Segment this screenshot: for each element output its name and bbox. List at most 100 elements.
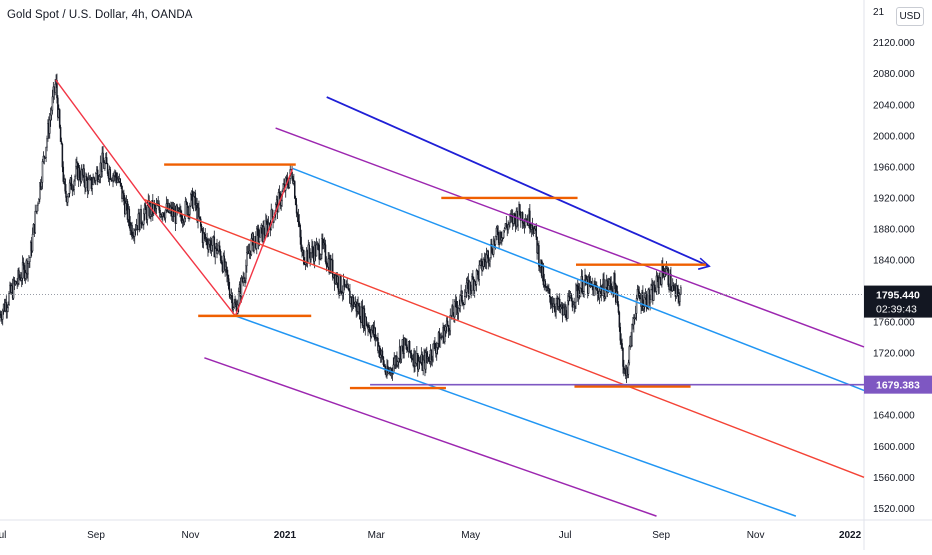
candle-body [114,171,117,178]
candle-body [210,245,213,251]
candle-body [623,366,625,370]
candle-body [265,220,267,236]
candle-body [671,285,674,291]
candle-body [649,299,651,304]
candle-body [452,305,454,316]
candle-body [473,281,476,291]
candle-body [643,306,645,310]
candle-body [475,270,478,285]
time-axis[interactable]: Jul Sep Nov 2021 Mar May Jul Sep Nov 2022 [0,530,862,541]
candle-body [445,326,447,332]
candle-body [621,343,623,349]
candle-body [200,226,203,231]
candle-body [50,109,53,116]
candle-body [199,216,201,220]
candle-body [409,351,412,354]
candle-body [159,209,161,217]
candle-body [379,346,381,358]
candle-body [325,261,328,266]
candle-body [571,300,574,308]
candle-body [178,207,180,212]
candle-body [310,252,312,260]
candle-body [56,80,58,99]
price-tick-label: 1880.000 [873,224,915,235]
candle-body [497,231,499,241]
candle-body [18,270,20,279]
candle-body [43,155,46,158]
candle-body [667,268,669,286]
candle-body [95,173,97,181]
candle-body [74,175,76,182]
channel-lower-line [235,315,797,517]
time-tick-label: Sep [87,530,105,541]
candle-body [104,162,106,169]
candle-body [194,192,197,206]
candle-body [617,304,620,313]
candle-body [503,228,506,231]
candle-body [521,212,524,224]
candle-body [485,254,488,263]
candle-body [676,285,678,290]
candle-body [565,306,567,318]
candle-body [297,214,300,222]
candle-body [75,165,77,177]
candle-body [31,233,34,252]
candle-body [285,177,288,179]
candle-body [228,278,230,289]
candle-body [257,229,260,242]
candle-body [323,242,326,246]
candle-body [404,338,406,346]
candle-body [670,273,672,292]
candle-body [27,263,29,275]
candle-body [542,266,545,286]
candle-body [536,236,538,254]
time-tick-label: Mar [368,530,386,541]
drawings-layer [0,79,865,517]
candle-body [359,305,361,320]
candle-body [8,292,10,305]
candle-body [70,177,73,190]
candle-body [321,238,323,255]
last-price-tag [864,285,932,318]
candle-body [59,126,62,142]
candle-body [636,288,639,299]
candle-body [579,287,582,298]
candle-body [227,275,229,279]
currency-button[interactable]: USD [896,7,924,26]
candle-body [87,179,90,192]
candle-body [80,169,83,182]
candle-body [206,238,208,246]
candle-body [558,298,561,310]
candle-body [341,292,344,295]
candle-body [483,259,486,261]
candle-body [500,231,502,241]
candle-body [67,196,69,203]
price-axis[interactable]: 1520.0001560.0001600.0001640.0001680.000… [873,7,915,515]
candle-body [216,243,218,255]
last-price-label: 1795.440 [876,290,920,302]
candle-body [439,337,442,348]
candle-body [601,288,603,296]
candle-body [245,265,247,280]
level-price-label: 1679.383 [876,380,920,392]
candle-body [509,216,511,224]
time-tick-label: Jul [0,530,6,541]
candle-body [218,245,221,252]
candle-body [303,263,306,265]
candle-body [631,324,633,346]
candle-body [308,244,310,254]
candle-body [461,290,463,304]
candle-body [16,282,18,285]
candle-body [426,352,428,359]
candle-body [228,288,231,298]
candle-body [34,210,37,234]
candle-body [455,301,458,309]
candle-body [292,178,294,184]
candle-body [42,155,45,162]
candle-body [656,275,659,278]
candle-body [39,182,41,200]
candle-body [250,238,253,255]
candle-body [512,213,515,224]
candle-body [370,329,373,337]
